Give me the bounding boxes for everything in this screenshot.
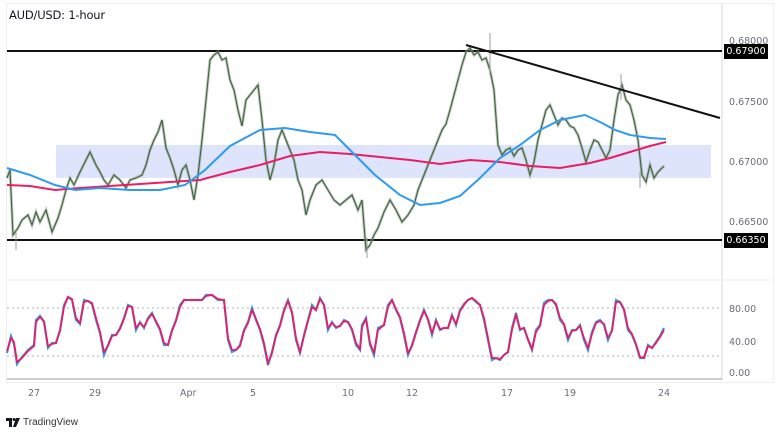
stoch-d-line [6,294,665,367]
time-tick-27: 27 [28,388,40,399]
mid-range-zone [56,145,711,178]
support-price-tag: 0.66350 [724,233,768,248]
time-tick-12: 12 [406,388,418,399]
chart-title: AUD/USD: 1-hour [9,8,105,22]
price-tick-1: 0.67500 [729,97,768,108]
time-tick-19: 19 [564,388,576,399]
tradingview-logo-icon [6,418,20,427]
time-tick-24: 24 [658,388,670,399]
price-tick-3: 0.66500 [729,217,768,228]
time-tick-29: 29 [89,388,101,399]
stoch-tick-80: 80.00 [729,304,756,315]
descending-trendline[interactable] [465,44,721,119]
time-tick-10: 10 [342,388,354,399]
fast-ma-line [6,113,667,207]
stoch-tick-40: 40.00 [729,337,756,348]
price-tick-0: 0.68000 [729,36,768,47]
time-tick-apr: Apr [180,388,197,399]
time-tick-5: 5 [250,388,256,399]
time-tick-17: 17 [501,388,513,399]
slow-ma-line [6,141,667,192]
stoch-tick-0: 0.00 [729,368,750,379]
resistance-price-tag: 0.67900 [724,44,768,59]
logo-text: TradingView [23,417,79,428]
price-tick-2: 0.67000 [729,157,768,168]
tradingview-logo[interactable]: TradingView [6,417,78,428]
